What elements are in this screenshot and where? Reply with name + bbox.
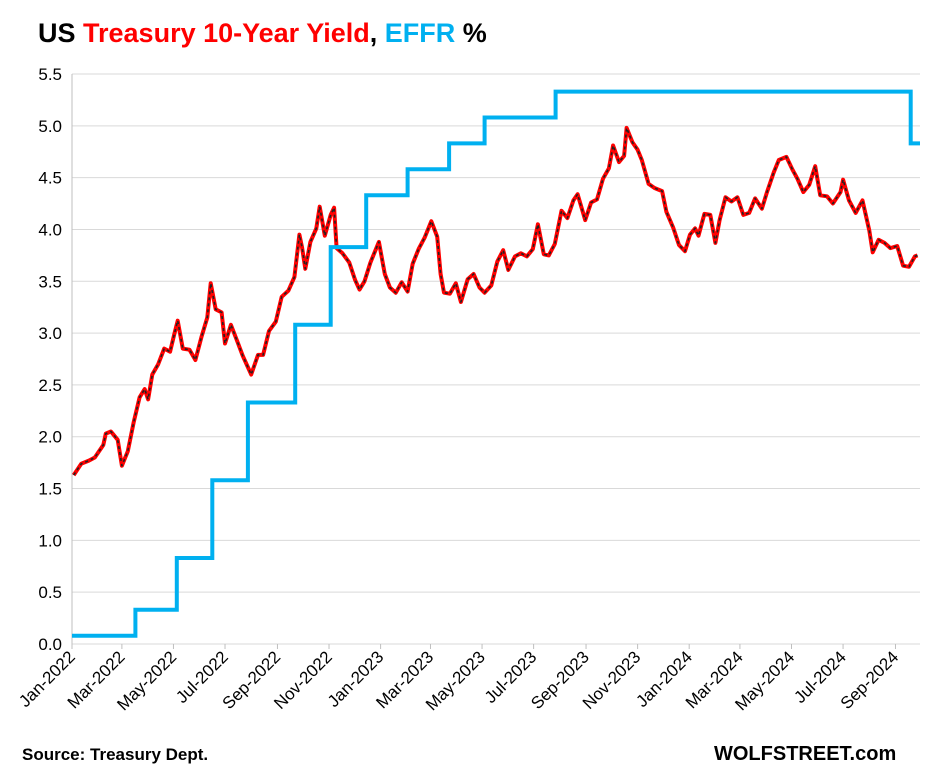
y-axis-ticks: 0.0 0.5 1.0 1.5 2.0 2.5 3.0 3.5 4.0 4.5 5.0 5.5	[38, 65, 62, 654]
y-tick-label: 0.0	[38, 635, 62, 654]
series-line-10y-yield-dashed	[73, 127, 918, 476]
y-tick-label: 4.0	[38, 220, 62, 239]
source-note: Source: Treasury Dept.	[22, 745, 209, 764]
y-tick-label: 2.0	[38, 428, 62, 447]
brand-label: WOLFSTREET.com	[714, 743, 897, 765]
y-tick-label: 2.5	[38, 376, 62, 395]
title-series-1: Treasury 10-Year Yield	[83, 18, 370, 48]
title-prefix: US	[38, 18, 84, 48]
gridlines	[71, 73, 920, 645]
y-tick-label: 5.0	[38, 117, 62, 136]
y-tick-label: 0.5	[38, 583, 62, 602]
y-tick-label: 5.5	[38, 65, 62, 84]
y-tick-label: 3.0	[38, 324, 62, 343]
series-line-10y-yield	[72, 125, 919, 477]
y-tick-label: 3.5	[38, 272, 62, 291]
y-tick-label: 1.0	[38, 531, 62, 550]
title-separator: ,	[369, 18, 385, 48]
y-tick-label: 4.5	[38, 169, 62, 188]
title-suffix: %	[455, 18, 487, 48]
x-axis-ticks: Jan-2022Mar-2022May-2022Jul-2022Sep-2022…	[15, 644, 902, 714]
chart-title: US Treasury 10-Year Yield, EFFR %	[38, 18, 487, 49]
title-series-2: EFFR	[384, 18, 456, 48]
x-tick-label: Sep-2024	[837, 647, 903, 713]
series-line-effr	[72, 89, 920, 638]
series-lines	[72, 89, 920, 638]
y-tick-label: 1.5	[38, 480, 62, 499]
